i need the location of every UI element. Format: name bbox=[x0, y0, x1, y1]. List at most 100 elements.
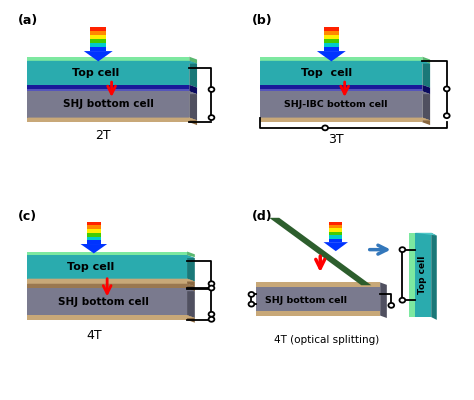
Bar bbox=[329, 228, 342, 232]
Polygon shape bbox=[27, 315, 195, 318]
Polygon shape bbox=[189, 91, 197, 120]
Circle shape bbox=[209, 317, 214, 322]
Text: Top cell: Top cell bbox=[72, 68, 119, 78]
Bar bbox=[27, 89, 189, 91]
Text: 4T: 4T bbox=[86, 329, 101, 342]
Circle shape bbox=[388, 303, 394, 308]
Polygon shape bbox=[27, 118, 197, 120]
Circle shape bbox=[209, 281, 214, 286]
Circle shape bbox=[248, 292, 255, 297]
Circle shape bbox=[322, 126, 328, 130]
Polygon shape bbox=[189, 57, 197, 64]
Circle shape bbox=[400, 298, 405, 303]
Bar bbox=[256, 287, 380, 312]
Polygon shape bbox=[187, 288, 195, 318]
Polygon shape bbox=[189, 118, 197, 125]
Text: Top  cell: Top cell bbox=[301, 68, 353, 78]
Circle shape bbox=[400, 247, 405, 252]
Polygon shape bbox=[422, 57, 430, 64]
Polygon shape bbox=[269, 218, 371, 285]
Bar bbox=[91, 31, 106, 35]
Text: SHJ bottom cell: SHJ bottom cell bbox=[265, 296, 347, 305]
Text: SHJ bottom cell: SHJ bottom cell bbox=[58, 297, 149, 307]
Bar bbox=[329, 239, 342, 242]
Text: (c): (c) bbox=[18, 210, 37, 223]
Polygon shape bbox=[187, 252, 195, 257]
Polygon shape bbox=[84, 51, 113, 61]
Text: 4T (optical splitting): 4T (optical splitting) bbox=[274, 334, 380, 344]
Text: 2T: 2T bbox=[95, 129, 110, 142]
Text: SHJ bottom cell: SHJ bottom cell bbox=[63, 100, 154, 110]
Polygon shape bbox=[422, 91, 430, 120]
Polygon shape bbox=[260, 118, 430, 120]
Bar bbox=[87, 225, 101, 229]
Polygon shape bbox=[422, 61, 430, 88]
Polygon shape bbox=[431, 233, 437, 320]
Bar bbox=[87, 229, 101, 233]
Bar bbox=[324, 35, 339, 39]
Bar bbox=[329, 225, 342, 228]
Bar bbox=[27, 118, 189, 122]
Polygon shape bbox=[27, 279, 195, 282]
Bar bbox=[324, 39, 339, 43]
Bar bbox=[91, 35, 106, 39]
Circle shape bbox=[209, 286, 214, 290]
Polygon shape bbox=[380, 282, 387, 318]
Polygon shape bbox=[189, 85, 197, 94]
Polygon shape bbox=[260, 91, 430, 94]
Polygon shape bbox=[260, 61, 430, 64]
Bar bbox=[324, 47, 339, 51]
Polygon shape bbox=[187, 284, 195, 291]
Circle shape bbox=[209, 115, 214, 120]
Bar bbox=[91, 39, 106, 43]
Text: (a): (a) bbox=[18, 14, 38, 27]
Bar bbox=[27, 315, 187, 320]
Text: (b): (b) bbox=[251, 14, 272, 27]
Bar bbox=[329, 222, 342, 225]
Bar bbox=[409, 233, 415, 317]
Circle shape bbox=[444, 86, 450, 91]
Bar bbox=[27, 252, 187, 255]
Bar bbox=[260, 61, 422, 85]
Polygon shape bbox=[422, 85, 430, 94]
Polygon shape bbox=[27, 288, 195, 291]
Bar bbox=[260, 91, 422, 118]
Circle shape bbox=[209, 312, 214, 317]
Polygon shape bbox=[27, 284, 195, 286]
Bar bbox=[329, 232, 342, 235]
Bar bbox=[87, 222, 101, 225]
Bar bbox=[87, 233, 101, 236]
Text: Top cell: Top cell bbox=[67, 262, 114, 272]
Polygon shape bbox=[27, 61, 197, 64]
Bar bbox=[91, 27, 106, 31]
Text: (d): (d) bbox=[251, 210, 272, 223]
Bar bbox=[324, 43, 339, 47]
Polygon shape bbox=[187, 279, 195, 286]
Bar bbox=[27, 91, 189, 118]
Bar bbox=[256, 312, 380, 316]
Bar bbox=[27, 279, 187, 284]
Bar bbox=[91, 43, 106, 47]
Bar bbox=[87, 236, 101, 240]
Bar bbox=[415, 233, 431, 317]
Bar bbox=[27, 255, 187, 279]
Bar bbox=[27, 85, 189, 89]
Bar bbox=[324, 31, 339, 35]
Circle shape bbox=[444, 113, 450, 118]
Polygon shape bbox=[422, 118, 430, 125]
Bar bbox=[27, 284, 187, 288]
Polygon shape bbox=[189, 61, 197, 88]
Polygon shape bbox=[324, 242, 348, 251]
Polygon shape bbox=[409, 233, 437, 236]
Bar bbox=[27, 61, 189, 85]
Polygon shape bbox=[81, 244, 107, 253]
Bar bbox=[87, 240, 101, 244]
Text: 3T: 3T bbox=[328, 133, 344, 146]
Bar bbox=[329, 235, 342, 239]
Bar bbox=[260, 89, 422, 91]
Circle shape bbox=[209, 87, 214, 92]
Polygon shape bbox=[187, 315, 195, 323]
Polygon shape bbox=[27, 255, 195, 258]
Bar bbox=[324, 27, 339, 31]
Polygon shape bbox=[317, 51, 346, 61]
